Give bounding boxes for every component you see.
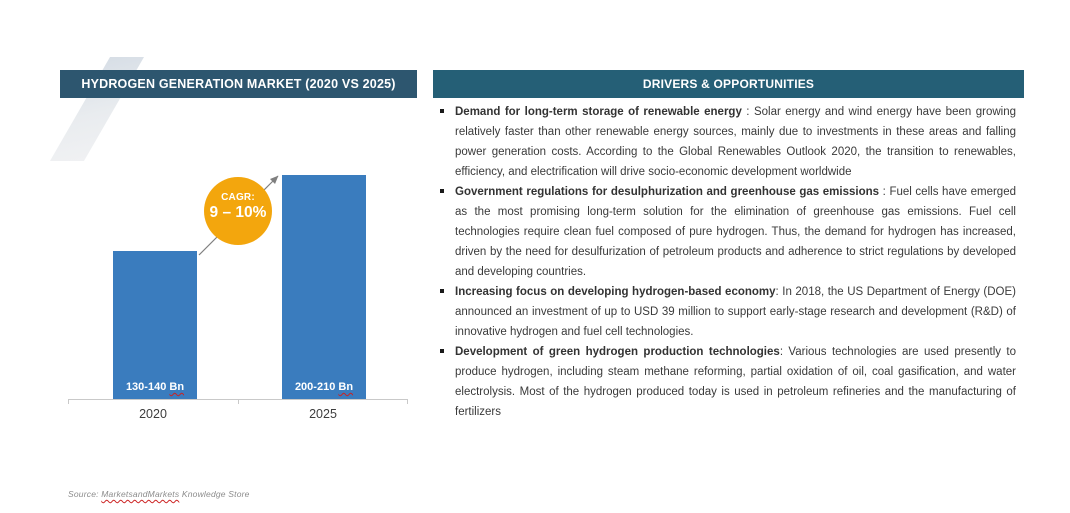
market-bar-chart: 130-140 Bn 200-210 Bn CAGR: 9 – 10% 2020… — [68, 160, 408, 421]
driver-bullet-2: Government regulations for desulphurizat… — [433, 182, 1016, 282]
bullet-square-icon — [440, 289, 444, 293]
bullet-1-body: Solar energy and wind energy have been g… — [455, 106, 1016, 178]
x-axis-label-2020: 2020 — [139, 407, 167, 421]
cagr-value: 9 – 10% — [209, 204, 267, 221]
bullet-4-separator: : — [779, 346, 789, 358]
bar-2025-unit: Bn — [338, 381, 354, 393]
bullet-4-title: Development of green hydrogen production… — [455, 346, 780, 358]
bullet-square-icon — [440, 349, 444, 353]
bar-2020-range: 130-140 — [125, 381, 167, 393]
chart-panel-header: HYDROGEN GENERATION MARKET (2020 VS 2025… — [60, 70, 417, 98]
cagr-label: CAGR: — [221, 192, 255, 203]
bullet-square-icon — [440, 189, 444, 193]
driver-bullet-1: Demand for long-term storage of renewabl… — [433, 102, 1016, 182]
bullet-square-icon — [440, 109, 444, 113]
bullet-2-title: Government regulations for desulphurizat… — [455, 186, 880, 198]
bullet-1-title: Demand for long-term storage of renewabl… — [455, 106, 742, 118]
x-axis-tick — [68, 400, 69, 404]
x-axis-tick — [238, 400, 239, 404]
drivers-panel-header: DRIVERS & OPPORTUNITIES — [433, 70, 1024, 98]
drivers-bullet-list: Demand for long-term storage of renewabl… — [433, 102, 1016, 422]
x-axis — [68, 399, 408, 400]
source-prefix: Source: — [68, 489, 102, 499]
chart-panel-title: HYDROGEN GENERATION MARKET (2020 VS 2025… — [81, 77, 396, 91]
x-axis-tick — [407, 400, 408, 404]
cagr-badge: CAGR: 9 – 10% — [204, 177, 272, 245]
bar-2020-unit: Bn — [169, 381, 185, 393]
bullet-2-separator: : — [879, 186, 890, 198]
bullet-1-separator: : — [741, 106, 754, 118]
source-brand: MarketsandMarkets — [101, 489, 180, 499]
bar-2020: 130-140 Bn — [113, 251, 197, 399]
drivers-panel-title: DRIVERS & OPPORTUNITIES — [642, 77, 815, 91]
driver-bullet-4: Development of green hydrogen production… — [433, 342, 1016, 422]
bullet-4-body: Various technologies are used presently … — [455, 346, 1017, 418]
bar-2020-value-label: 130-140 Bn — [113, 381, 197, 393]
source-suffix: Knowledge Store — [179, 489, 250, 499]
bullet-3-body: In 2018, the US Department of Energy (DO… — [455, 286, 1017, 338]
bar-2025-range: 200-210 — [294, 381, 336, 393]
bar-2025: 200-210 Bn — [282, 175, 366, 399]
source-line: Source: MarketsandMarkets Knowledge Stor… — [68, 489, 250, 499]
bullet-2-body: Fuel cells have emerged as the most prom… — [455, 186, 1016, 278]
bullet-3-separator: : — [775, 286, 783, 298]
x-axis-label-2025: 2025 — [309, 407, 337, 421]
bar-2025-value-label: 200-210 Bn — [282, 381, 366, 393]
bullet-3-title: Increasing focus on developing hydrogen-… — [455, 286, 776, 298]
driver-bullet-3: Increasing focus on developing hydrogen-… — [433, 282, 1016, 342]
